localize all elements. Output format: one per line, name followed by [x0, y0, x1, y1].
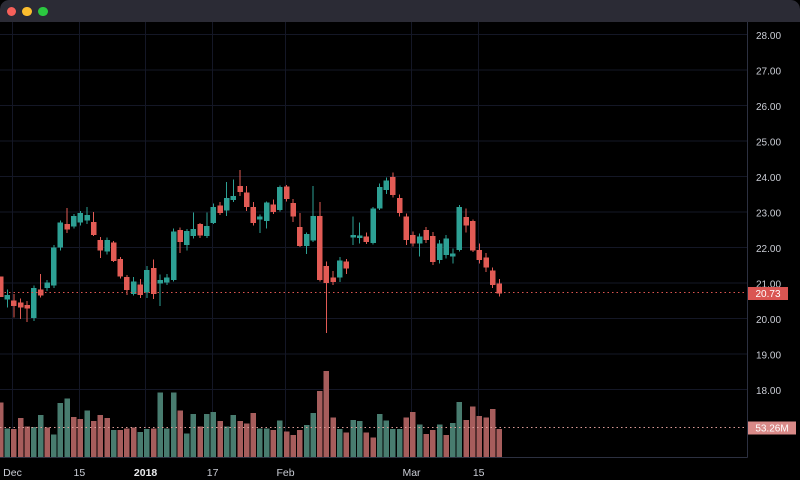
- svg-text:20.00: 20.00: [756, 315, 781, 326]
- svg-text:25.00: 25.00: [756, 138, 781, 149]
- svg-text:27.00: 27.00: [756, 67, 781, 78]
- svg-text:23.00: 23.00: [756, 209, 781, 220]
- svg-text:21.00: 21.00: [756, 280, 781, 291]
- svg-text:26.00: 26.00: [756, 102, 781, 113]
- svg-text:15: 15: [473, 467, 485, 479]
- svg-text:Feb: Feb: [276, 467, 294, 479]
- svg-text:53.26M: 53.26M: [755, 423, 788, 434]
- svg-text:22.00: 22.00: [756, 244, 781, 255]
- svg-text:20.73: 20.73: [755, 289, 780, 300]
- svg-text:Mar: Mar: [402, 467, 421, 479]
- svg-text:17: 17: [207, 467, 219, 479]
- svg-text:28.00: 28.00: [756, 31, 781, 42]
- svg-text:Dec: Dec: [3, 467, 22, 479]
- svg-text:2018: 2018: [134, 467, 158, 479]
- svg-text:24.00: 24.00: [756, 173, 781, 184]
- svg-text:18.00: 18.00: [756, 386, 781, 397]
- svg-text:15: 15: [74, 467, 86, 479]
- svg-text:19.00: 19.00: [756, 351, 781, 362]
